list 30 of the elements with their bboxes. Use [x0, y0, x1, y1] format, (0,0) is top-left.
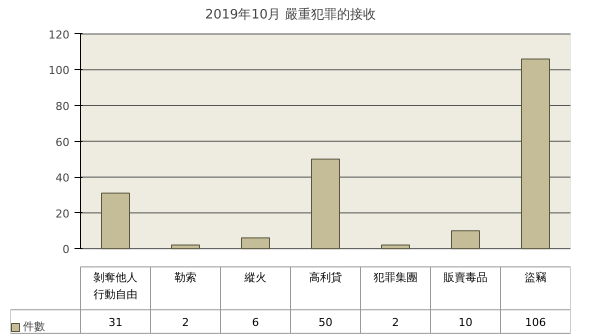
- bar: [311, 158, 340, 250]
- bar: [241, 237, 270, 250]
- y-tick-label: 100: [48, 64, 70, 78]
- x-tick-label: 剝奪他人行動自由: [92, 271, 138, 302]
- data-label: 10: [458, 316, 472, 330]
- bar: [171, 244, 200, 250]
- y-tick-label: 0: [62, 243, 70, 256]
- y-tick-label: 20: [56, 207, 70, 220]
- bar: [521, 58, 550, 250]
- x-tick-label: 高利貸: [309, 271, 342, 284]
- data-label: 2: [182, 316, 189, 330]
- y-tick-label: 80: [56, 100, 70, 113]
- x-tick-label: 勒索: [174, 271, 196, 284]
- y-tick-label: 120: [48, 28, 70, 42]
- x-tick-label: 販賣毒品: [444, 271, 488, 284]
- x-tick-label: 盜竊: [524, 271, 546, 284]
- y-tick-label: 40: [56, 172, 70, 185]
- data-label: 50: [318, 316, 332, 330]
- data-label: 31: [108, 316, 122, 330]
- bar: [101, 192, 130, 250]
- data-label: 2: [392, 316, 399, 330]
- chart-title: 2019年10月 嚴重犯罪的接收: [205, 8, 376, 22]
- data-label: 6: [252, 316, 259, 330]
- y-tick-label: 60: [56, 136, 70, 149]
- bar: [381, 244, 410, 250]
- x-tick-label: 犯罪集團: [374, 271, 418, 284]
- x-tick-label: 縱火: [244, 271, 266, 284]
- data-label: 106: [525, 316, 546, 330]
- legend-label: 件數: [23, 319, 45, 334]
- bar: [451, 230, 480, 250]
